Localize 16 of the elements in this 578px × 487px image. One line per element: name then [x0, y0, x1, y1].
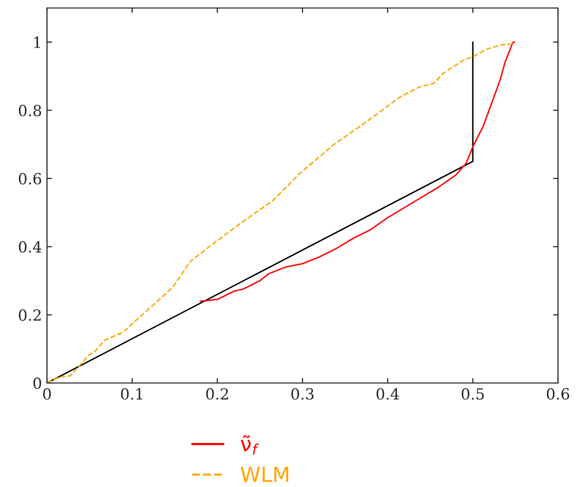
x-tick-label: 0.4 [376, 388, 400, 400]
y-tick-label: 0.2 [18, 309, 41, 321]
x-tick-label: 0.2 [206, 388, 228, 400]
line-series [200, 41, 516, 302]
x-tick-label: 0.5 [462, 388, 484, 400]
x-tick-label: 0.6 [546, 388, 570, 400]
y-tick-label: 0 [33, 377, 42, 390]
y-tick-label: 0.6 [18, 172, 42, 184]
legend-label: WLM [240, 466, 288, 482]
x-tick-label: 0.1 [121, 388, 142, 400]
x-tick-label: 0.3 [291, 388, 314, 400]
x-tick-label: 0 [43, 388, 51, 400]
y-tick-label: 0.4 [18, 241, 42, 253]
y-tick-label: 0.8 [18, 104, 42, 116]
y-tick-label: 1 [34, 36, 40, 48]
legend-label: ν̃$_{f}$ [240, 435, 259, 455]
